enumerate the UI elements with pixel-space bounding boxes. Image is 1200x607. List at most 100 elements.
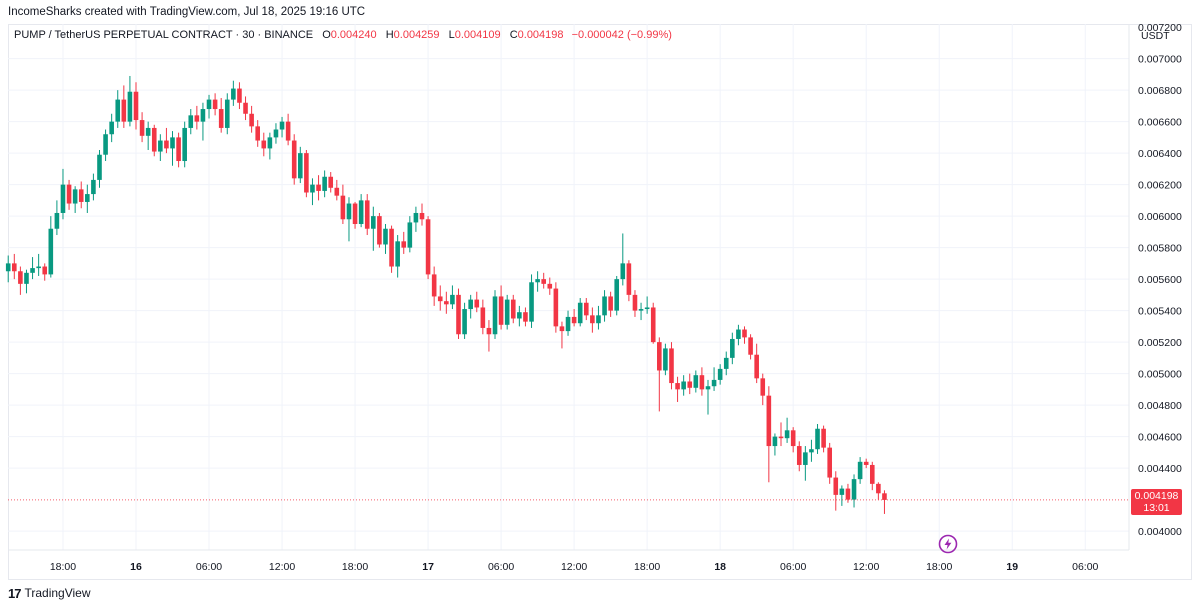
- candle-up: [784, 417, 790, 443]
- candle-body: [413, 212, 419, 223]
- candle-up: [30, 257, 35, 280]
- tradingview-logo[interactable]: 17 TradingView: [8, 586, 91, 601]
- candle-up: [815, 424, 820, 454]
- candle-down: [754, 343, 759, 384]
- footer-bar: 17 TradingView: [0, 580, 1200, 607]
- candle-body: [91, 179, 96, 195]
- close-label: C: [509, 29, 518, 41]
- price-tick-label: 0.007000: [1138, 54, 1182, 66]
- candle-body: [395, 241, 400, 267]
- candle-body: [358, 200, 364, 225]
- candle-up: [72, 186, 78, 213]
- candle-down: [316, 175, 321, 201]
- candle-body: [699, 375, 705, 390]
- time-tick-label: 12:00: [561, 561, 587, 573]
- candle-body: [145, 127, 151, 136]
- candle-up: [839, 485, 845, 506]
- candle-body: [590, 315, 595, 324]
- candle-down: [261, 132, 267, 157]
- candle-up: [620, 233, 626, 286]
- grid-layer: [8, 24, 1129, 550]
- candle-up: [450, 285, 455, 310]
- candle-up: [36, 253, 41, 276]
- candle-body: [736, 329, 741, 339]
- candle-up: [614, 275, 620, 316]
- candle-body: [657, 342, 662, 371]
- candle-down: [876, 482, 881, 500]
- candle-down: [425, 216, 431, 280]
- candle-body: [468, 299, 473, 310]
- candle-up: [596, 305, 601, 330]
- price-tick-label: 0.005000: [1138, 369, 1182, 381]
- candle-body: [456, 294, 461, 335]
- candle-body: [115, 99, 121, 122]
- candle-body: [310, 184, 315, 193]
- candle-body: [200, 109, 206, 122]
- candle-down: [650, 302, 656, 344]
- candle-body: [231, 88, 236, 100]
- candle-up: [462, 302, 467, 339]
- candle-body: [541, 279, 546, 284]
- candle-up: [565, 310, 571, 336]
- lightning-icon[interactable]: [938, 534, 958, 554]
- candle-down: [547, 277, 553, 295]
- candle-body: [681, 381, 686, 390]
- currency-label[interactable]: USDT: [1141, 30, 1170, 42]
- candle-down: [389, 225, 394, 273]
- candle-body: [401, 241, 407, 248]
- candle-body: [486, 327, 492, 335]
- candle-body: [547, 283, 553, 289]
- low-label: L: [448, 29, 455, 41]
- price-tick-label: 0.006400: [1138, 148, 1182, 160]
- candle-up: [723, 351, 729, 376]
- candle-up: [857, 457, 863, 484]
- candle-down: [657, 337, 662, 412]
- candle-down: [510, 294, 516, 324]
- candle-body: [267, 137, 273, 149]
- candle-body: [742, 329, 747, 338]
- candle-body: [109, 121, 114, 135]
- candle-body: [863, 461, 869, 465]
- candle-down: [364, 194, 370, 236]
- ohlc-legend: PUMP / TetherUS PERPETUAL CONTRACT · 30 …: [14, 29, 672, 41]
- candle-up: [127, 75, 133, 127]
- candle-body: [723, 357, 729, 369]
- candle-up: [717, 364, 723, 385]
- candle-up: [535, 271, 540, 292]
- chart-frame[interactable]: [8, 24, 1192, 580]
- candle-body: [218, 109, 224, 128]
- candle-body: [462, 309, 467, 335]
- candle-body: [164, 140, 169, 149]
- candle-body: [237, 88, 242, 103]
- price-tick-label: 0.006800: [1138, 85, 1182, 97]
- candle-down: [164, 127, 169, 154]
- candle-body: [121, 99, 127, 122]
- candle-body: [529, 282, 534, 322]
- candle-down: [845, 483, 851, 503]
- candle-body: [559, 326, 565, 332]
- candle-body: [176, 137, 181, 162]
- candle-down: [291, 134, 297, 185]
- candle-body: [24, 272, 29, 284]
- candle-body: [133, 91, 139, 121]
- candle-down: [833, 471, 839, 511]
- candle-down: [583, 298, 589, 321]
- price-tick-label: 0.005400: [1138, 306, 1182, 318]
- time-tick-label: 12:00: [269, 561, 295, 573]
- time-tick-label: 16: [130, 561, 142, 573]
- candle-body: [839, 488, 845, 495]
- candle-down: [401, 231, 407, 254]
- candle-down: [796, 441, 802, 472]
- candle-body: [821, 428, 826, 448]
- candle-body: [243, 102, 248, 114]
- candle-body: [790, 430, 796, 447]
- candle-body: [371, 216, 376, 229]
- candle-body: [748, 337, 753, 355]
- time-tick-label: 06:00: [488, 561, 514, 573]
- candle-down: [559, 321, 565, 349]
- candle-body: [170, 137, 175, 149]
- symbol-label[interactable]: PUMP / TetherUS PERPETUAL CONTRACT · 30 …: [14, 29, 314, 41]
- price-tick-label: 0.005200: [1138, 337, 1182, 349]
- candle-up: [60, 168, 66, 220]
